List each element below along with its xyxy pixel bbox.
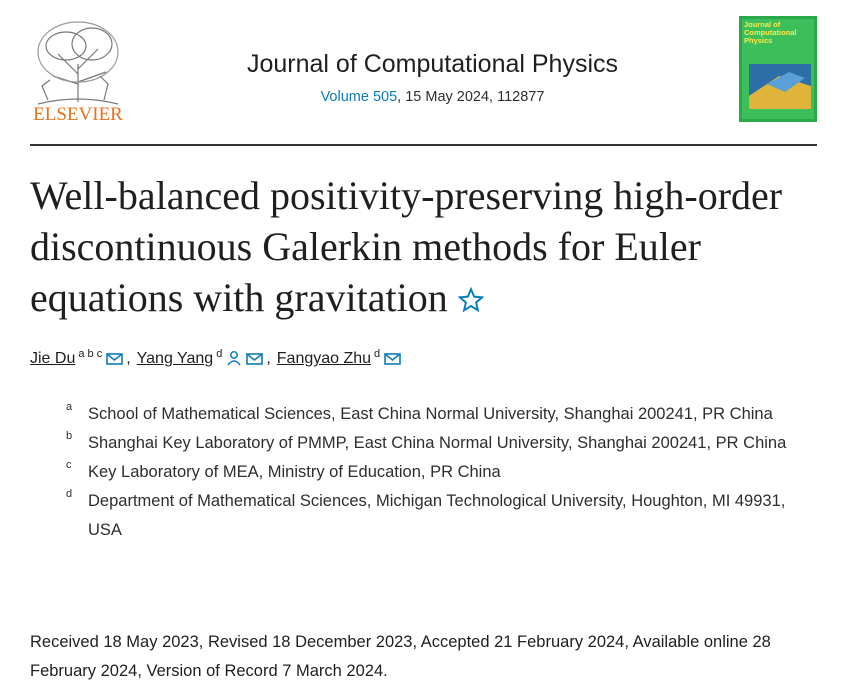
star-icon[interactable]	[457, 286, 485, 313]
journal-title[interactable]: Journal of Computational Physics	[246, 50, 619, 78]
email-icon[interactable]	[106, 352, 124, 366]
separator	[30, 144, 817, 146]
author: Jie Du a b c,	[30, 348, 137, 367]
affiliation-text: Shanghai Key Laboratory of PMMP, East Ch…	[88, 434, 787, 452]
publisher: ELSEVIER	[33, 104, 123, 125]
affiliation-label: d	[66, 488, 73, 500]
title-text: Well-balanced positivity-preserving high…	[30, 173, 783, 320]
author-name[interactable]: Jie Du	[30, 350, 76, 367]
author-name[interactable]: Yang Yang	[136, 350, 214, 367]
author-affiliation-marks: d	[374, 348, 381, 360]
author-affiliation-marks: a b c	[78, 348, 103, 360]
email-icon[interactable]	[384, 352, 401, 366]
author-list: Jie Du a b c, Yang Yang d, Fangyao Zhu d	[30, 348, 401, 368]
author: Yang Yang d,	[136, 348, 277, 367]
affiliation: d Department of Mathematical Sciences, Mi…	[66, 487, 806, 545]
author-separator: ,	[266, 350, 271, 367]
author-affiliation-marks: d	[216, 348, 223, 360]
affiliation-text: School of Mathematical Sciences, East Ch…	[88, 405, 773, 423]
person-icon[interactable]	[226, 350, 242, 366]
affiliation: a School of Mathematical Sciences, East C…	[66, 400, 806, 429]
author-name[interactable]: Fangyao Zhu	[276, 350, 372, 367]
affiliation: c Key Laboratory of MEA, Ministry of Educ…	[66, 458, 806, 487]
email-icon[interactable]	[246, 352, 264, 366]
volume-line: Volume 505, 15 May 2024, 112877	[160, 89, 705, 105]
journal-cover[interactable]: Journal of Computational Physics	[739, 16, 817, 122]
affiliation-text: Department of Mathematical Sciences, Mic…	[88, 492, 786, 539]
affiliation-list: a School of Mathematical Sciences, East C…	[66, 400, 806, 545]
article-title: Well-balanced positivity-preserving high…	[30, 170, 800, 323]
affiliation: b Shanghai Key Laboratory of PMMP, East C…	[66, 429, 806, 458]
article-history: Received 18 May 2023, Revised 18 Decembe…	[30, 633, 771, 680]
author: Fangyao Zhu d	[276, 348, 401, 367]
volume-link[interactable]: Volume 505	[320, 89, 398, 105]
affiliation-label: a	[66, 401, 73, 413]
publisher-logo[interactable]: ELSEVIER	[28, 14, 128, 126]
cover-title: Journal of Computational Physics	[744, 21, 797, 45]
author-separator: ,	[126, 350, 131, 367]
affiliation-text: Key Laboratory of MEA, Ministry of Educa…	[88, 463, 501, 481]
citation: , 15 May 2024, 112877	[397, 89, 545, 105]
affiliation-label: c	[66, 459, 72, 471]
affiliation-label: b	[66, 430, 73, 442]
